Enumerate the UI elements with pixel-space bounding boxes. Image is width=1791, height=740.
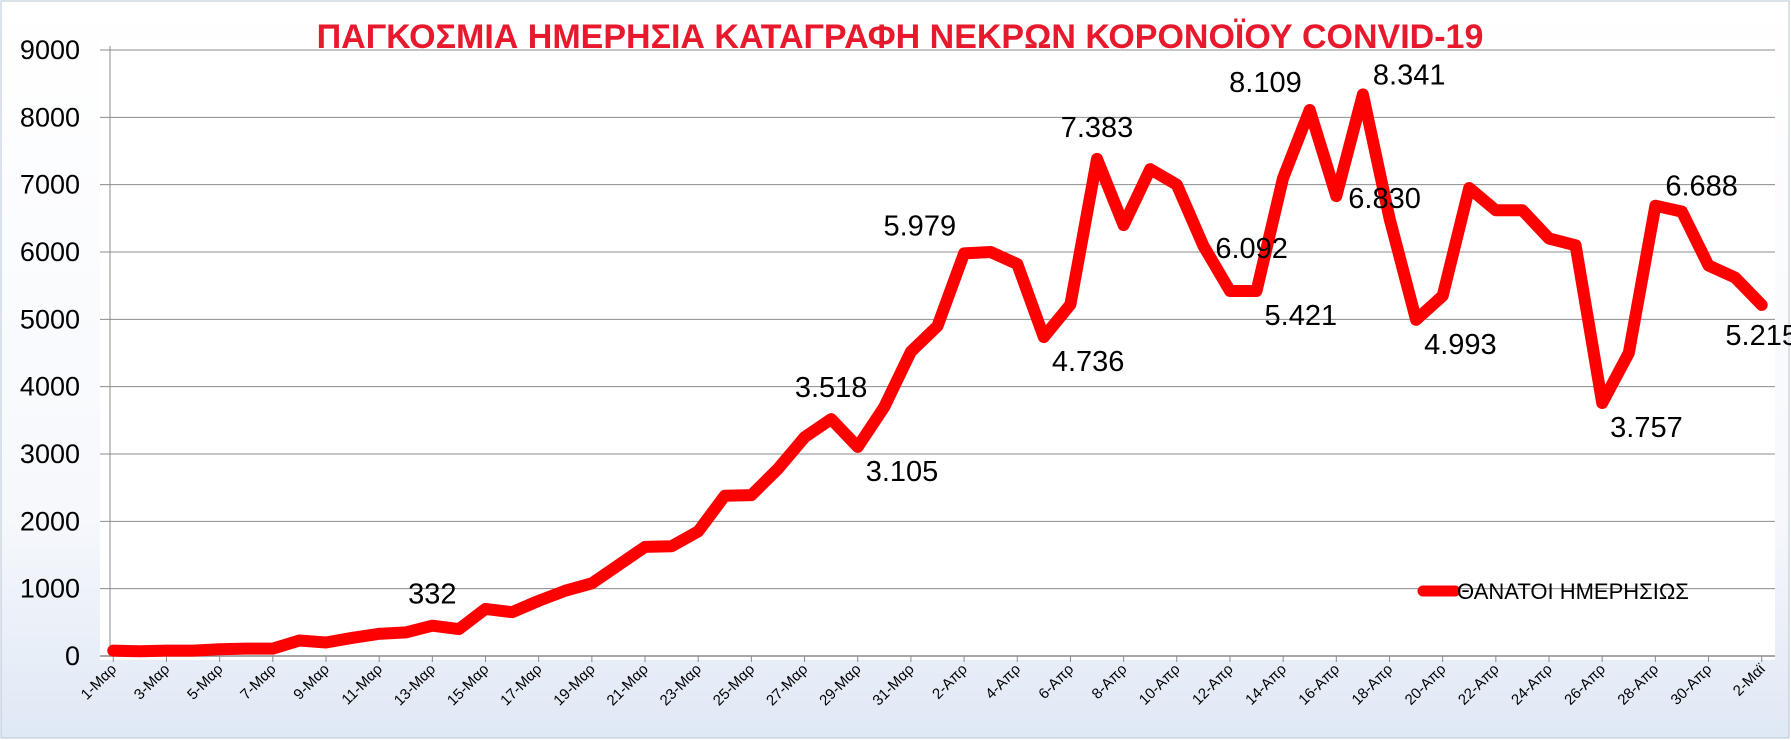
- y-tick-label: 4000: [20, 372, 80, 402]
- data-label: 4.736: [1052, 346, 1125, 378]
- data-label: 7.383: [1061, 112, 1134, 144]
- data-point: [457, 628, 460, 631]
- data-point: [218, 648, 221, 651]
- y-tick-label: 0: [65, 641, 80, 671]
- data-label: 3.757: [1610, 412, 1683, 444]
- data-point: [644, 545, 647, 548]
- data-label: 5.421: [1265, 300, 1338, 332]
- legend: ΘΑΝΑΤΟΙ ΗΜΕΡΗΣΙΩΣ: [1417, 579, 1689, 604]
- data-point: [1042, 336, 1045, 339]
- data-point: [1521, 209, 1524, 212]
- y-tick-label: 6000: [20, 237, 80, 267]
- data-point: [750, 494, 753, 497]
- data-point: [564, 589, 567, 592]
- y-tick-label: 5000: [20, 304, 80, 334]
- data-point: [697, 530, 700, 533]
- y-tick-label: 3000: [20, 439, 80, 469]
- data-point: [1016, 263, 1019, 266]
- y-axis: 0 1000 2000 3000 4000 5000 6000 7000 8000 9000: [20, 35, 111, 671]
- data-point: [670, 545, 673, 548]
- data-point: [1468, 187, 1471, 190]
- data-point: [404, 631, 407, 634]
- data-point: [1760, 303, 1763, 306]
- data-label: 6.092: [1215, 233, 1288, 265]
- data-point: [1202, 244, 1205, 247]
- data-point: [245, 647, 248, 650]
- data-point: [883, 405, 886, 408]
- chart-title: ΠΑΓΚΟΣΜΙΑ ΗΜΕΡΗΣΙΑ ΚΑΤΑΓΡΑΦΗ ΝΕΚΡΩΝ ΚΟΡΟ…: [317, 18, 1484, 56]
- data-point: [1654, 204, 1657, 207]
- data-point: [1707, 264, 1710, 267]
- data-point: [1680, 210, 1683, 213]
- data-label: 8.341: [1373, 59, 1446, 91]
- series-layer: [107, 88, 1768, 658]
- data-point: [856, 445, 859, 448]
- data-point: [351, 636, 354, 639]
- data-point: [1574, 244, 1577, 247]
- data-point: [1548, 237, 1551, 240]
- data-point: [1122, 224, 1125, 227]
- data-point: [484, 607, 487, 610]
- y-tick-label: 8000: [20, 102, 80, 132]
- data-point: [1627, 352, 1630, 354]
- data-label: 3.518: [795, 372, 868, 404]
- data-labels: 332 3.518 3.105 5.979 4.736 7.383 6.092 5.421 8.…: [408, 59, 1791, 610]
- data-label: 8.109: [1229, 67, 1302, 99]
- data-point: [723, 494, 726, 497]
- data-point: [989, 251, 992, 253]
- data-point: [1335, 195, 1338, 198]
- plot-area: [100, 40, 1775, 660]
- y-tick-label: 9000: [20, 35, 80, 65]
- data-point: [324, 641, 327, 644]
- data-point: [830, 418, 833, 421]
- legend-label: ΘΑΝΑΤΟΙ ΗΜΕΡΗΣΙΩΣ: [1457, 579, 1689, 604]
- data-point: [1069, 303, 1072, 306]
- data-label: 332: [408, 579, 456, 611]
- data-point: [1388, 217, 1391, 220]
- y-tick-label: 2000: [20, 506, 80, 536]
- data-point: [165, 649, 168, 652]
- y-tick-label: 1000: [20, 574, 80, 604]
- data-point: [803, 436, 806, 439]
- data-point: [1096, 157, 1099, 160]
- data-point: [776, 467, 779, 470]
- data-point: [909, 350, 912, 353]
- data-point: [1308, 108, 1311, 111]
- data-point: [936, 325, 939, 328]
- data-point: [112, 649, 115, 652]
- data-point: [378, 632, 381, 635]
- data-point: [1494, 209, 1497, 212]
- data-point: [590, 582, 593, 585]
- data-point: [1441, 294, 1444, 297]
- data-point: [431, 624, 434, 627]
- data-label: 6.688: [1665, 171, 1738, 203]
- data-label: 4.993: [1424, 329, 1497, 361]
- data-point: [192, 649, 195, 652]
- data-point: [1361, 93, 1364, 96]
- data-point: [1175, 183, 1178, 186]
- data-label: 5.979: [884, 210, 957, 242]
- data-point: [1255, 289, 1258, 292]
- data-point: [1282, 176, 1285, 179]
- data-point: [511, 611, 514, 614]
- data-point: [1228, 289, 1231, 292]
- y-tick-label: 7000: [20, 170, 80, 200]
- data-point: [617, 564, 620, 567]
- data-point: [1415, 318, 1418, 321]
- data-label: 3.105: [866, 456, 939, 488]
- data-label: 6.830: [1348, 183, 1421, 215]
- data-point: [271, 647, 274, 650]
- data-label: 5.215: [1725, 320, 1791, 352]
- data-point: [298, 639, 301, 642]
- data-point: [1734, 276, 1737, 279]
- data-point: [1149, 168, 1152, 171]
- data-point: [537, 599, 540, 602]
- data-point: [963, 252, 966, 255]
- data-point: [1601, 402, 1604, 405]
- data-point: [138, 650, 141, 653]
